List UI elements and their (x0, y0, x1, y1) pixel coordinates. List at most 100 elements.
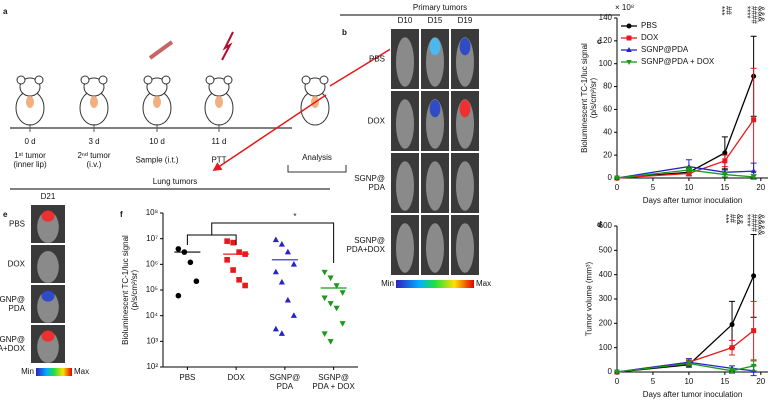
x-tick-label: 10 (684, 377, 693, 386)
y-tick-label: 0 (608, 173, 613, 182)
significance-mark: ## (728, 214, 737, 223)
data-point (722, 150, 728, 156)
mouse-ear (161, 75, 171, 85)
y-tick-label: 10³ (146, 336, 158, 345)
y-tick-label: 60 (603, 105, 612, 114)
data-point (626, 35, 632, 41)
data-point (686, 168, 692, 173)
column-label: D19 (458, 16, 473, 25)
mouse-ear (223, 75, 233, 85)
timeline-step: Sample (i.t.) (135, 155, 179, 165)
x-tick-label: PBS (179, 373, 196, 382)
data-point (230, 267, 236, 273)
data-point (750, 363, 757, 369)
data-point (187, 259, 194, 266)
data-point (339, 321, 346, 327)
row-label: PBS (8, 219, 25, 229)
y-tick-label: 10⁴ (146, 311, 159, 320)
timeline-day: 11 d (212, 137, 227, 146)
x-tick-label: 0 (615, 377, 620, 386)
signal (429, 99, 441, 118)
y-tick-label: 10⁸ (146, 208, 158, 217)
data-point (193, 278, 200, 285)
image-mouse (426, 223, 444, 273)
significance-mark: #### (750, 6, 759, 24)
y-tick-label: 400 (599, 270, 613, 279)
data-point (614, 370, 620, 375)
timeline-day: 3 d (88, 137, 99, 146)
image-mouse (456, 223, 474, 273)
x-tick-label: 15 (720, 377, 729, 386)
data-point (321, 331, 328, 337)
data-point (236, 249, 242, 255)
data-point (333, 305, 340, 312)
panel-letter: f (120, 210, 123, 219)
x-tick-label: 10 (684, 183, 693, 192)
tumor (90, 96, 98, 108)
x-tick-label: 20 (756, 377, 765, 386)
data-point (321, 269, 328, 276)
image-mouse (396, 99, 414, 149)
image-mouse (396, 37, 414, 87)
row-label: SGNP@ PDA (0, 294, 25, 313)
significance-mark: #### (750, 214, 759, 232)
data-point (626, 60, 632, 65)
data-point (230, 239, 236, 246)
data-point (321, 295, 328, 302)
legend-label: DOX (641, 33, 659, 42)
timeline-step: 1ˢᵗ tumor (inner lip) (13, 150, 47, 169)
y-multiplier: × 10⁸ (615, 3, 634, 12)
legend-label: SGNP@PDA (641, 45, 689, 54)
section-title: Primary tumors (413, 3, 467, 12)
panel-letter: a (3, 7, 8, 16)
mouse-ear (16, 75, 26, 85)
panel-letter: b (342, 28, 347, 37)
signal (429, 37, 441, 56)
row-label: DOX (7, 259, 25, 269)
x-tick-label: 5 (651, 183, 656, 192)
panel-letter: c (597, 37, 602, 46)
data-point (175, 246, 182, 252)
data-point (327, 339, 334, 345)
row-label: PBS (368, 54, 385, 64)
arrow (212, 94, 327, 172)
data-point (614, 176, 620, 181)
tumor (153, 96, 161, 108)
x-axis-label: Days after tumor inoculation (643, 390, 743, 399)
series-line (616, 362, 754, 373)
scale-min: Min (21, 367, 34, 376)
data-point (236, 276, 242, 283)
x-tick-label: 0 (615, 183, 620, 192)
significance-mark: &&&& (757, 214, 766, 236)
row-label: SGNP@ PDA+DOX (0, 334, 25, 353)
row-label: SGNP@ PDA (354, 173, 385, 192)
signal (41, 290, 55, 302)
data-point (224, 257, 230, 263)
significance-mark: **** (743, 6, 752, 18)
timeline-day: 0 d (24, 137, 35, 146)
mouse-ear (34, 75, 44, 85)
analysis-label: Analysis (302, 153, 332, 162)
y-tick-label: 10⁷ (146, 234, 158, 243)
data-point (327, 301, 334, 307)
image-mouse (426, 161, 444, 211)
mouse-ear (98, 75, 108, 85)
x-tick-label: 5 (651, 377, 656, 386)
x-tick-label: SGNP@ PDA + DOX (312, 373, 355, 392)
legend-label: SGNP@PDA + DOX (641, 57, 715, 66)
image-mouse (396, 223, 414, 273)
significance-mark: *** (721, 214, 730, 223)
data-point (272, 268, 279, 275)
timeline-day: 10 d (149, 137, 165, 146)
y-tick-label: 10⁶ (146, 259, 158, 268)
mouse-ear (205, 75, 215, 85)
y-tick-label: 300 (599, 294, 613, 303)
significance-mark: * (293, 212, 296, 221)
data-point (290, 312, 297, 318)
section-title: Lung tumors (153, 177, 197, 186)
y-tick-label: 0 (608, 367, 613, 376)
row-label: DOX (367, 116, 385, 126)
tumor (215, 96, 223, 108)
